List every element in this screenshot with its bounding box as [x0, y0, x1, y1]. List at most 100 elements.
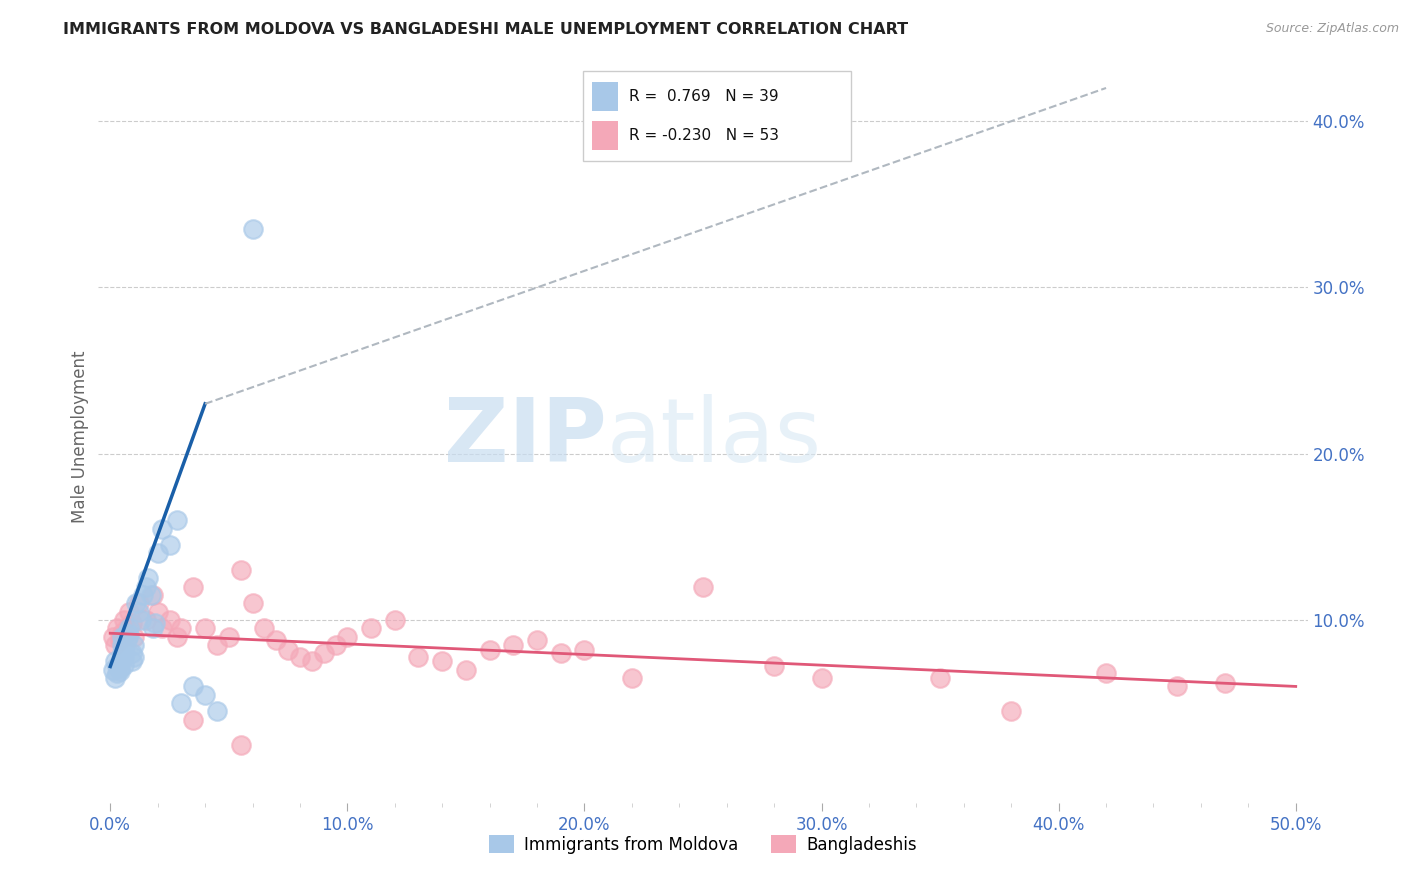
Point: [166, 513, 188, 527]
Point: [121, 616, 143, 631]
Text: R = -0.230   N = 53: R = -0.230 N = 53: [628, 128, 779, 143]
Point: [101, 663, 124, 677]
Point: [454, 663, 477, 677]
Point: [115, 632, 138, 647]
Point: [181, 713, 204, 727]
Point: [122, 638, 145, 652]
Point: [288, 649, 311, 664]
Point: [108, 665, 131, 679]
Point: [121, 655, 143, 669]
Point: [115, 621, 138, 635]
Point: [170, 696, 193, 710]
Point: [115, 626, 138, 640]
Point: [205, 638, 228, 652]
Point: [143, 616, 166, 631]
Point: [135, 580, 157, 594]
Point: [360, 621, 382, 635]
Point: [336, 630, 359, 644]
Point: [253, 621, 276, 635]
Point: [104, 671, 127, 685]
Point: [242, 222, 264, 236]
Point: [384, 613, 406, 627]
Legend: Immigrants from Moldova, Bangladeshis: Immigrants from Moldova, Bangladeshis: [482, 829, 924, 860]
FancyBboxPatch shape: [583, 71, 851, 161]
Point: [166, 630, 188, 644]
Point: [301, 655, 323, 669]
Point: [136, 571, 159, 585]
Point: [111, 630, 134, 644]
FancyBboxPatch shape: [592, 82, 619, 111]
Point: [181, 580, 204, 594]
Point: [152, 521, 174, 535]
Y-axis label: Male Unemployment: Male Unemployment: [70, 351, 89, 524]
Point: [129, 613, 152, 627]
Point: [1000, 705, 1022, 719]
Point: [132, 588, 155, 602]
Point: [104, 638, 127, 652]
Point: [159, 538, 181, 552]
Point: [181, 680, 204, 694]
Point: [1166, 680, 1188, 694]
Point: [122, 649, 145, 664]
Point: [229, 563, 252, 577]
Point: [142, 621, 165, 635]
Point: [229, 738, 252, 752]
Point: [170, 621, 193, 635]
Point: [929, 671, 952, 685]
Point: [763, 659, 786, 673]
Point: [118, 621, 141, 635]
Point: [264, 632, 287, 647]
Point: [128, 605, 150, 619]
Point: [114, 657, 136, 672]
Point: [810, 671, 832, 685]
Point: [1095, 666, 1118, 681]
Text: atlas: atlas: [606, 393, 821, 481]
Point: [139, 588, 162, 602]
Point: [104, 655, 127, 669]
Point: [105, 666, 128, 681]
Point: [114, 613, 136, 627]
Point: [478, 643, 501, 657]
Point: [128, 596, 150, 610]
Point: [277, 643, 299, 657]
Point: [118, 605, 141, 619]
Point: [118, 628, 141, 642]
Point: [218, 630, 240, 644]
Point: [526, 632, 548, 647]
Point: [114, 649, 136, 664]
Point: [620, 671, 643, 685]
Text: ZIP: ZIP: [443, 393, 606, 481]
Text: R =  0.769   N = 39: R = 0.769 N = 39: [628, 89, 779, 103]
Point: [146, 546, 169, 560]
FancyBboxPatch shape: [592, 121, 619, 150]
Point: [121, 646, 143, 660]
Point: [122, 630, 145, 644]
Point: [105, 621, 128, 635]
Point: [194, 688, 217, 702]
Point: [152, 621, 174, 635]
Point: [692, 580, 714, 594]
Point: [125, 596, 148, 610]
Point: [114, 643, 136, 657]
Point: [242, 596, 264, 610]
Point: [135, 613, 157, 627]
Point: [146, 605, 169, 619]
Point: [502, 638, 524, 652]
Point: [312, 646, 335, 660]
Point: [111, 638, 134, 652]
Text: Source: ZipAtlas.com: Source: ZipAtlas.com: [1265, 22, 1399, 36]
Point: [105, 659, 128, 673]
Point: [159, 613, 181, 627]
Point: [205, 705, 228, 719]
Point: [194, 621, 217, 635]
Point: [325, 638, 347, 652]
Point: [111, 646, 134, 660]
Point: [1213, 676, 1236, 690]
Point: [108, 661, 131, 675]
Point: [574, 643, 596, 657]
Point: [111, 626, 134, 640]
Text: IMMIGRANTS FROM MOLDOVA VS BANGLADESHI MALE UNEMPLOYMENT CORRELATION CHART: IMMIGRANTS FROM MOLDOVA VS BANGLADESHI M…: [63, 22, 908, 37]
Point: [142, 588, 165, 602]
Point: [101, 630, 124, 644]
Point: [550, 646, 572, 660]
